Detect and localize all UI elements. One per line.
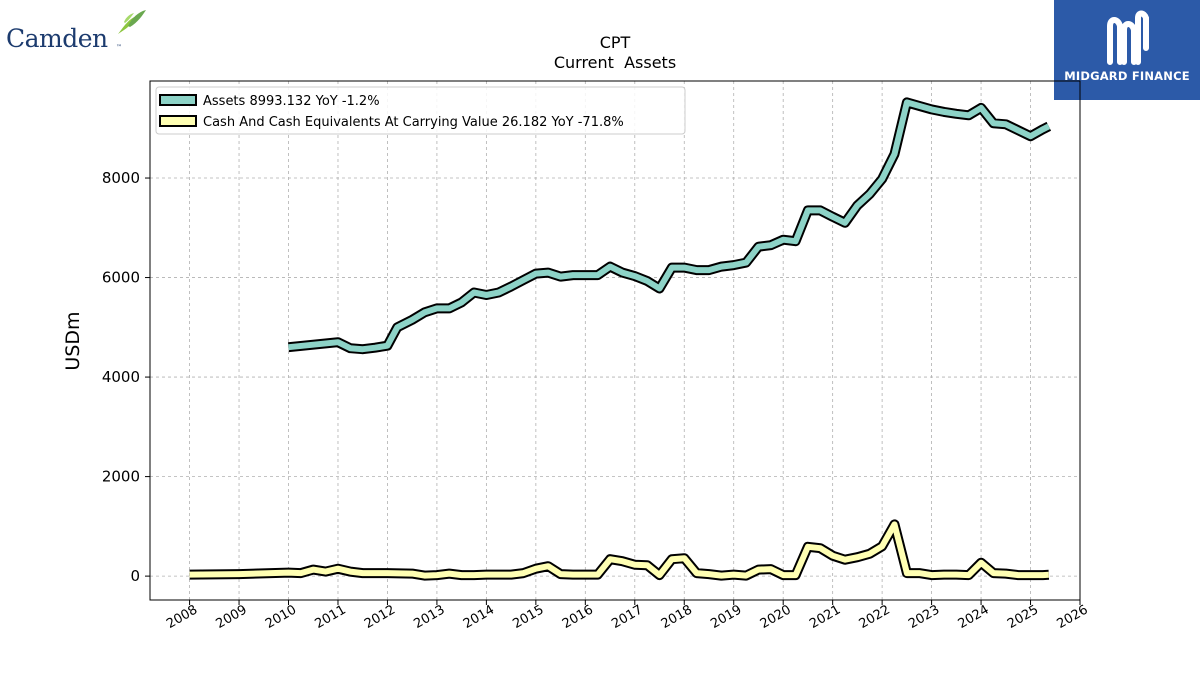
x-tick-label: 2013 bbox=[411, 602, 447, 632]
plot-frame bbox=[149, 80, 1081, 601]
x-tick-label: 2026 bbox=[1055, 602, 1091, 632]
x-tick-label: 2018 bbox=[659, 602, 695, 632]
series-line-outline bbox=[287, 97, 1052, 355]
x-tick-label: 2008 bbox=[164, 602, 200, 632]
legend: Assets 8993.132 YoY -1.2% Cash And Cash E… bbox=[155, 86, 686, 135]
x-tick-label: 2014 bbox=[461, 602, 497, 632]
x-tick-label: 2012 bbox=[362, 602, 398, 632]
x-tick-label: 2021 bbox=[807, 602, 843, 632]
legend-label: Cash And Cash Equivalents At Carrying Va… bbox=[203, 115, 624, 130]
axis-layer: 2008 2009 2010 2011 2012 2013 2014 2015 2016 2017… bbox=[102, 169, 1091, 632]
chart-title: CPT bbox=[599, 33, 631, 52]
x-tick-label: 2022 bbox=[857, 602, 893, 632]
trademark-mark: ™ bbox=[116, 44, 122, 51]
x-tick-label: 2016 bbox=[560, 602, 596, 632]
x-tick-label: 2017 bbox=[609, 602, 645, 632]
x-tick-label: 2023 bbox=[906, 602, 942, 632]
series-layer bbox=[189, 97, 1052, 581]
x-tick-label: 2009 bbox=[214, 602, 250, 632]
legend-swatch bbox=[159, 115, 197, 127]
y-axis-label: USDm bbox=[62, 311, 84, 370]
midgard-m-icon bbox=[1107, 10, 1149, 65]
midgard-wordmark: MIDGARD FINANCE bbox=[1064, 69, 1190, 83]
x-tick-label: 2019 bbox=[708, 602, 744, 632]
y-tick-label: 2000 bbox=[102, 468, 140, 486]
x-tick-label: 2011 bbox=[312, 602, 348, 632]
midgard-finance-logo: MIDGARD FINANCE bbox=[1054, 0, 1200, 100]
series-line bbox=[189, 521, 1049, 579]
leaf-bird-icon bbox=[118, 10, 146, 34]
camden-wordmark: Camden bbox=[6, 24, 108, 53]
x-tick-label: 2010 bbox=[263, 602, 299, 632]
legend-frame bbox=[155, 86, 686, 135]
series-1 bbox=[189, 519, 1050, 581]
legend-label: Assets 8993.132 YoY -1.2% bbox=[203, 94, 380, 109]
camden-logo: Camden ™ bbox=[6, 8, 146, 53]
series-line bbox=[288, 99, 1051, 353]
grid-layer bbox=[150, 81, 1081, 600]
series-0 bbox=[287, 97, 1052, 355]
y-tick-label: 0 bbox=[130, 567, 140, 585]
x-tick-label: 2020 bbox=[758, 602, 794, 632]
x-tick-label: 2015 bbox=[510, 602, 546, 632]
x-tick-label: 2024 bbox=[956, 602, 992, 632]
legend-swatch bbox=[159, 94, 197, 106]
y-tick-label: 8000 bbox=[102, 169, 140, 187]
y-tick-label: 4000 bbox=[102, 368, 140, 386]
chart-subtitle: Current Assets bbox=[553, 53, 677, 72]
x-tick-label: 2025 bbox=[1005, 602, 1041, 632]
y-tick-label: 6000 bbox=[102, 269, 140, 287]
